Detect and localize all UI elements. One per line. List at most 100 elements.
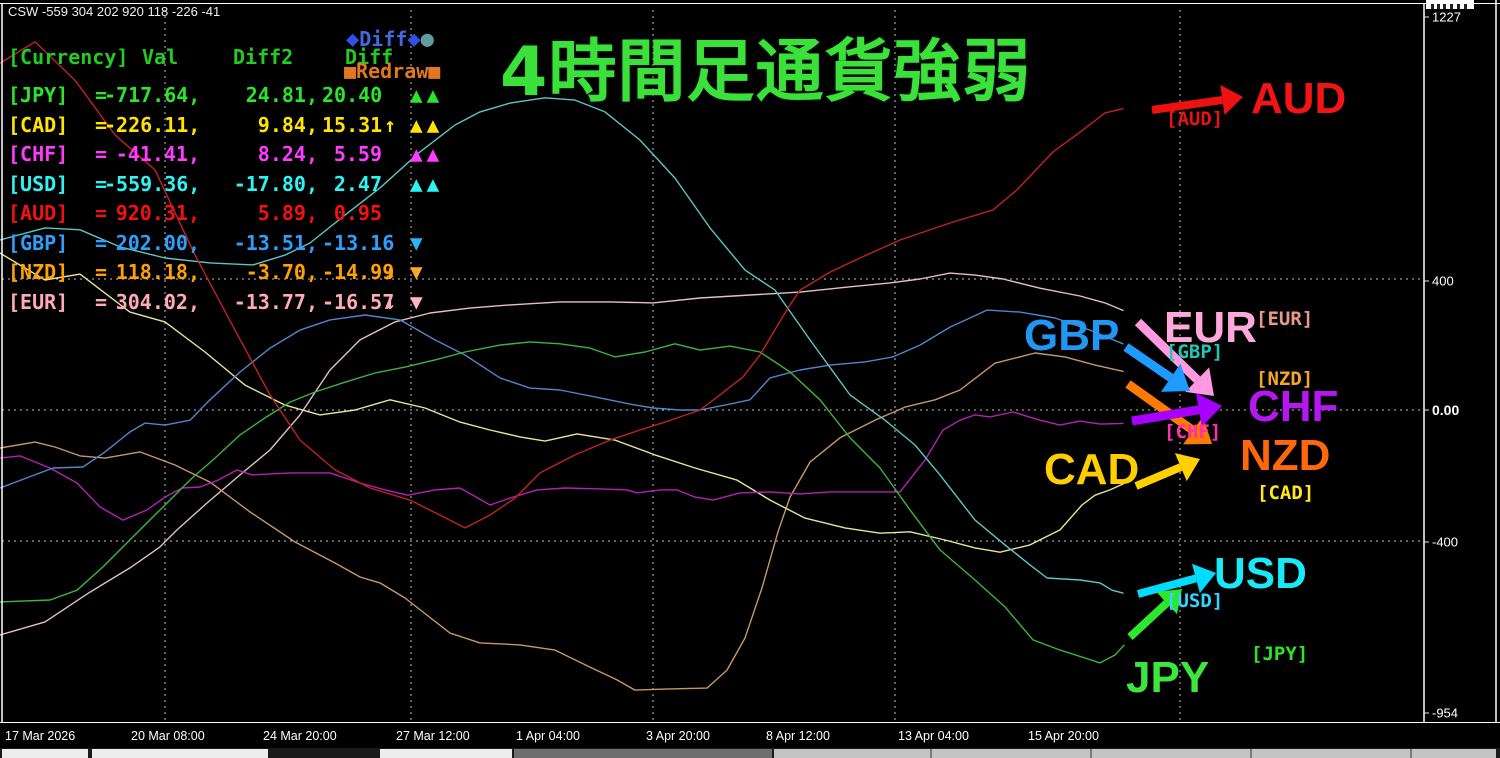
currency-code: [GBP] bbox=[8, 230, 69, 255]
currency-label-gbp: GBP bbox=[1024, 311, 1120, 360]
series-line-gbp bbox=[0, 309, 1124, 489]
bottom-panel-strip[interactable] bbox=[0, 748, 1500, 758]
table-row-usd: [USD] = -559.36, -17.80, 2.47 ▲▲ bbox=[0, 172, 480, 196]
bottom-panel-separator bbox=[1090, 749, 1092, 758]
bottom-panel-segment[interactable] bbox=[380, 749, 512, 758]
table-row-jpy: [JPY] = -717.64, 24.81, 20.40 ▲▲ bbox=[0, 83, 480, 107]
bottom-panel-separator bbox=[930, 749, 932, 758]
header-val: Val bbox=[142, 45, 179, 69]
diff-diamond-icon: ◆ bbox=[407, 27, 421, 52]
time-axis-label: 1 Apr 04:00 bbox=[516, 729, 580, 743]
equals: = bbox=[95, 142, 108, 166]
value: 118.18, bbox=[115, 260, 200, 284]
series-line-usd bbox=[0, 97, 1124, 594]
equals: = bbox=[95, 112, 108, 137]
time-axis-label: 8 Apr 12:00 bbox=[766, 729, 830, 743]
diff2-value: 5.89, bbox=[257, 201, 318, 225]
table-row-cad: [CAD] = -226.11, 9.84, 15.31 ↑ ▲▲ bbox=[0, 113, 480, 137]
redraw-label: Redraw bbox=[356, 59, 429, 83]
diff2-value: 8.24, bbox=[257, 142, 318, 166]
value: -226.11, bbox=[104, 112, 201, 137]
eur-arrow bbox=[1134, 318, 1201, 383]
diff2-value: -3.70, bbox=[245, 260, 318, 284]
gbp-arrow bbox=[1123, 343, 1174, 382]
price-axis-label: 1227 bbox=[1432, 9, 1461, 25]
series-line-chf bbox=[0, 411, 1124, 521]
status-circle-icon: ● bbox=[420, 27, 434, 52]
header-diff2: Diff2 bbox=[233, 45, 294, 69]
currency-code: [USD] bbox=[8, 171, 69, 196]
bottom-panel-segment[interactable] bbox=[774, 749, 1496, 758]
bottom-panel-segment[interactable] bbox=[514, 749, 772, 758]
bottom-panel-segment[interactable] bbox=[92, 749, 268, 758]
series-line-nzd bbox=[0, 352, 1124, 691]
time-axis-label: 17 Mar 2026 bbox=[5, 729, 76, 743]
price-axis-label: 0.00 bbox=[1432, 402, 1460, 418]
table-row-chf: [CHF] = -41.41, 8.24, 5.59 ▲▲ bbox=[0, 142, 480, 166]
jpy-arrow bbox=[1127, 600, 1170, 640]
chf-arrow-head bbox=[1196, 392, 1222, 427]
table-row-eur: [EUR] = 304.02, -13.77, -16.57 ↓ ▼ bbox=[0, 290, 480, 314]
currency-label-eur: EUR bbox=[1164, 303, 1257, 352]
series-line-aud bbox=[0, 41, 1124, 529]
line-end-label-gbp: [GBP] bbox=[1166, 341, 1224, 363]
legend-redraw: ■Redraw■ bbox=[344, 59, 440, 83]
equals: = bbox=[95, 171, 108, 196]
chf-arrow bbox=[1131, 405, 1200, 426]
trend-arrow-glyph: ↓ bbox=[384, 289, 397, 314]
currency-code: [NZD] bbox=[8, 260, 69, 284]
value: 304.02, bbox=[115, 289, 200, 314]
price-axis-label: 400 bbox=[1432, 273, 1454, 289]
diff-value: -14.99 bbox=[322, 260, 395, 284]
line-end-label-nzd: [NZD] bbox=[1256, 368, 1314, 390]
value: -41.41, bbox=[115, 142, 200, 166]
trend-triangle-icon: ▲▲ bbox=[410, 83, 444, 107]
table-header: [Currency] Val Diff2 Diff bbox=[0, 45, 480, 69]
time-axis-label: 3 Apr 20:00 bbox=[646, 729, 710, 743]
trend-triangle-icon: ▲▲ bbox=[410, 171, 444, 196]
currency-label-nzd: NZD bbox=[1240, 431, 1331, 480]
currency-code: [AUD] bbox=[8, 201, 69, 225]
line-end-label-chf: [CHF] bbox=[1164, 421, 1222, 443]
cad-arrow bbox=[1134, 463, 1183, 490]
trend-triangle-icon: ▼ bbox=[410, 289, 427, 314]
equals: = bbox=[95, 201, 108, 225]
diff-value: 2.47 bbox=[333, 171, 382, 196]
bottom-panel-separator bbox=[1410, 749, 1412, 758]
series-line-jpy bbox=[0, 341, 1125, 664]
diff2-value: -13.77, bbox=[233, 289, 318, 314]
bottom-panel-separator bbox=[1250, 749, 1252, 758]
line-end-label-eur: [EUR] bbox=[1256, 308, 1314, 330]
diff2-value: 9.84, bbox=[257, 112, 318, 137]
price-axis-label: -954 bbox=[1432, 705, 1459, 721]
diff2-value: 24.81, bbox=[245, 83, 318, 107]
legend-diff-markers: ◆Diff◆● bbox=[346, 27, 434, 52]
bottom-panel-segment[interactable] bbox=[2, 749, 88, 758]
time-axis-label: 24 Mar 20:00 bbox=[263, 729, 337, 743]
gbp-arrow-head bbox=[1161, 363, 1190, 392]
currency-code: [EUR] bbox=[8, 289, 69, 314]
time-axis[interactable] bbox=[0, 722, 1500, 749]
diff-value: -16.57 bbox=[322, 289, 395, 314]
line-end-label-usd: [USD] bbox=[1166, 590, 1224, 612]
line-end-label-cad: [CAD] bbox=[1257, 482, 1315, 504]
usd-arrow-head bbox=[1191, 563, 1216, 594]
currency-label-cad: CAD bbox=[1044, 445, 1140, 494]
usd-arrow bbox=[1136, 574, 1197, 598]
aud-arrow-head bbox=[1220, 84, 1243, 115]
trend-triangle-icon: ▼ bbox=[410, 230, 427, 255]
equals: = bbox=[95, 260, 108, 284]
cad-arrow-head bbox=[1174, 453, 1200, 482]
header-diff: Diff bbox=[345, 45, 394, 69]
diff-value: 15.31 bbox=[322, 112, 383, 137]
price-axis-label: -400 bbox=[1432, 534, 1459, 550]
line-end-label-aud: [AUD] bbox=[1166, 108, 1224, 130]
table-row-nzd: [NZD] = 118.18, -3.70, -14.99 ↓ ▼ bbox=[0, 260, 480, 284]
aud-arrow bbox=[1151, 95, 1223, 114]
series-line-eur bbox=[0, 272, 1124, 636]
table-row-aud: [AUD] = 920.31, 5.89, 0.95 bbox=[0, 201, 480, 225]
diff2-value: -13.51, bbox=[233, 230, 318, 255]
line-end-label-jpy: [JPY] bbox=[1251, 643, 1309, 665]
currency-label-chf: CHF bbox=[1248, 382, 1339, 431]
